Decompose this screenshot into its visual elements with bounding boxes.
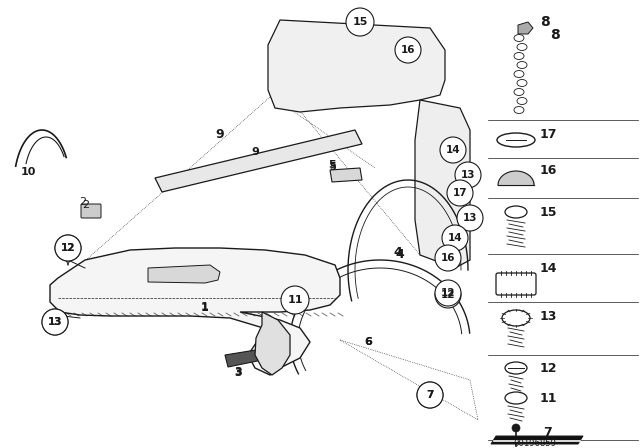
Text: 13: 13 [48,317,62,327]
Circle shape [417,382,443,408]
Text: 11: 11 [287,295,303,305]
Text: 13: 13 [463,213,477,223]
Text: 14: 14 [540,262,557,275]
Text: 13: 13 [48,317,62,327]
Text: 16: 16 [401,45,415,55]
Circle shape [417,382,443,408]
Circle shape [281,286,309,314]
Circle shape [435,245,461,271]
Polygon shape [155,130,362,192]
Text: 9: 9 [216,129,224,142]
Polygon shape [50,248,340,375]
Text: 1: 1 [201,303,209,313]
Text: 4: 4 [396,249,404,262]
Polygon shape [330,168,362,182]
Circle shape [435,282,461,308]
Text: 5: 5 [330,162,337,172]
Text: 16: 16 [441,253,455,263]
Text: 4: 4 [394,246,403,258]
FancyBboxPatch shape [81,204,101,218]
Text: 2: 2 [83,200,90,210]
Text: 6: 6 [364,337,372,347]
Text: 14: 14 [445,145,460,155]
Polygon shape [518,22,533,34]
Circle shape [442,225,468,251]
Polygon shape [225,348,272,367]
Text: 7: 7 [543,426,552,439]
Circle shape [512,424,520,432]
Text: 17: 17 [540,129,557,142]
Text: 2: 2 [79,197,86,207]
Circle shape [457,205,483,231]
Text: 10: 10 [20,167,36,177]
Text: 14: 14 [448,233,462,243]
Polygon shape [148,265,220,283]
Polygon shape [415,100,470,268]
Circle shape [435,280,461,306]
Text: 12: 12 [61,243,76,253]
Text: 17: 17 [452,188,467,198]
Text: 7: 7 [426,390,434,400]
Text: 8: 8 [550,28,560,42]
Text: 15: 15 [352,17,368,27]
Polygon shape [255,312,290,375]
Text: 3: 3 [234,367,242,377]
Text: 8: 8 [540,15,550,29]
Circle shape [42,309,68,335]
Text: 3: 3 [234,368,242,378]
Text: 12: 12 [441,290,455,300]
Text: 00196859: 00196859 [513,439,557,448]
Text: 11: 11 [540,392,557,405]
Text: 12: 12 [441,288,455,298]
Text: 13: 13 [540,310,557,323]
Text: 12: 12 [540,362,557,375]
Text: 6: 6 [364,337,372,347]
Circle shape [395,37,421,63]
Text: 9: 9 [251,147,259,157]
Polygon shape [491,436,583,444]
Polygon shape [268,20,445,112]
Text: 15: 15 [540,207,557,220]
Circle shape [346,8,374,36]
Circle shape [455,162,481,188]
Text: 5: 5 [328,160,336,170]
Text: 13: 13 [461,170,476,180]
Text: 16: 16 [540,164,557,177]
Circle shape [42,309,68,335]
Circle shape [55,235,81,261]
Text: 1: 1 [201,302,209,312]
Circle shape [447,180,473,206]
Text: 12: 12 [61,243,76,253]
Circle shape [55,235,81,261]
Text: 7: 7 [426,390,434,400]
Circle shape [440,137,466,163]
